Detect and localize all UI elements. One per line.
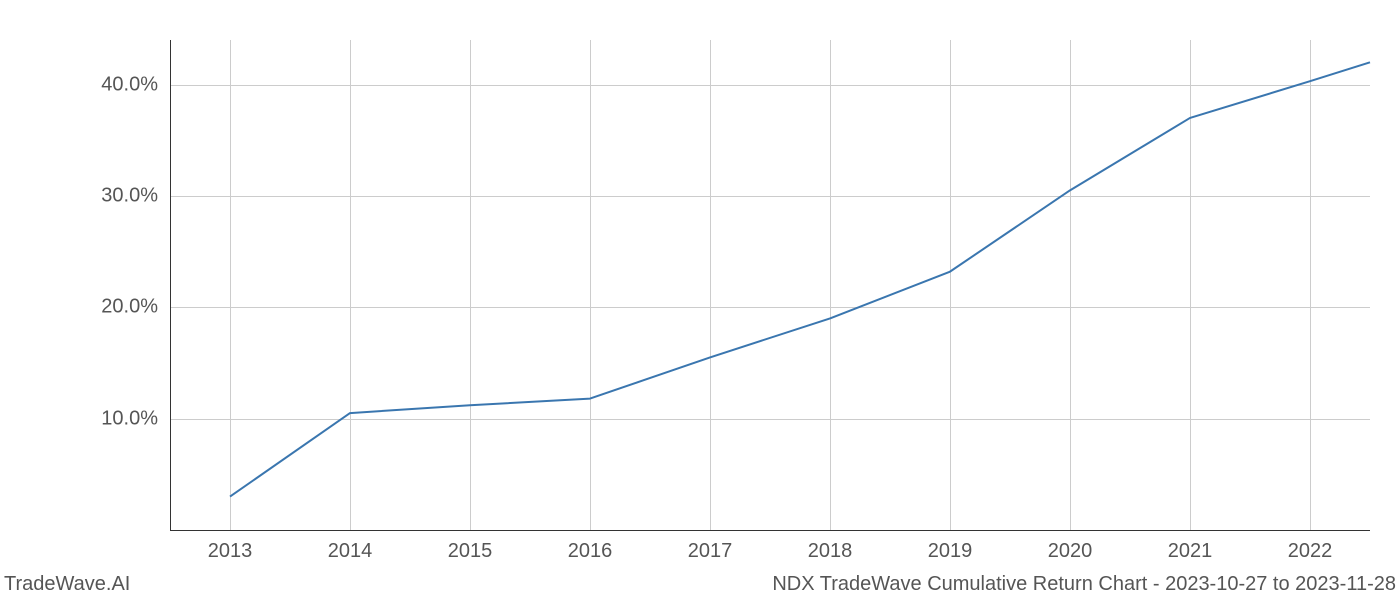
line-series bbox=[170, 40, 1370, 530]
y-tick-label: 10.0% bbox=[101, 407, 158, 430]
footer-caption: NDX TradeWave Cumulative Return Chart - … bbox=[772, 573, 1396, 596]
x-tick-label: 2015 bbox=[448, 540, 493, 563]
chart-container: 2013 2014 2015 2016 2017 2018 2019 2020 2021 2022… bbox=[0, 0, 1400, 600]
x-tick-label: 2021 bbox=[1168, 540, 1213, 563]
y-tick-label: 40.0% bbox=[101, 73, 158, 96]
x-tick-label: 2019 bbox=[928, 540, 973, 563]
footer-brand: TradeWave.AI bbox=[4, 573, 130, 596]
x-tick-label: 2018 bbox=[808, 540, 853, 563]
x-axis-spine bbox=[170, 530, 1370, 531]
x-tick-label: 2014 bbox=[328, 540, 373, 563]
x-tick-label: 2017 bbox=[688, 540, 733, 563]
y-tick-label: 20.0% bbox=[101, 296, 158, 319]
plot-area: 2013201420152016201720182019202020212022… bbox=[170, 40, 1370, 530]
return-line bbox=[230, 62, 1370, 496]
x-tick-label: 2016 bbox=[568, 540, 613, 563]
x-tick-label: 2022 bbox=[1288, 540, 1333, 563]
x-tick-label: 2020 bbox=[1048, 540, 1093, 563]
x-tick-label: 2013 bbox=[208, 540, 253, 563]
y-tick-label: 30.0% bbox=[101, 184, 158, 207]
